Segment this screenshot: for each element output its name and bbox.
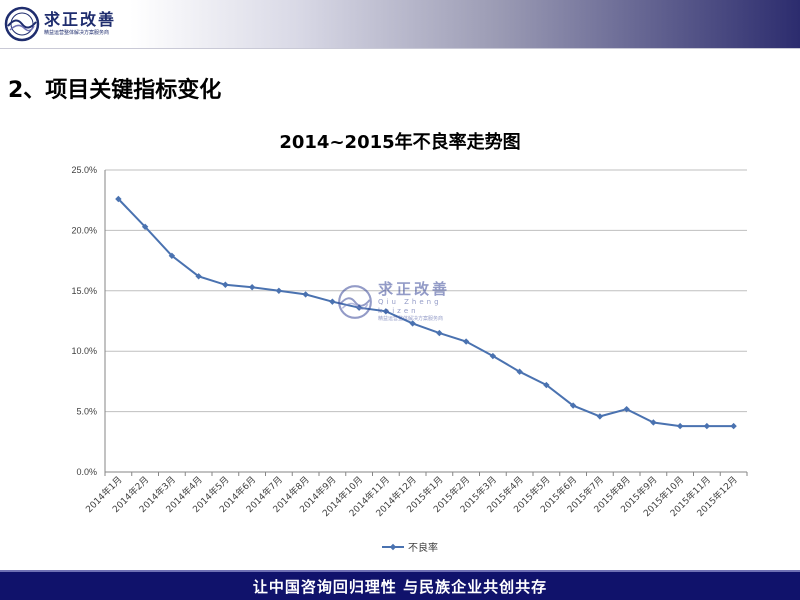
data-point <box>489 352 497 360</box>
header-gradient-band <box>130 0 800 48</box>
watermark-emblem-icon <box>338 285 372 319</box>
data-point <box>302 291 309 298</box>
data-point <box>650 419 657 426</box>
y-tick-label: 15.0% <box>71 286 97 296</box>
watermark-tagline: 精益运营整体解决方案服务商 <box>378 316 444 322</box>
y-tick-label: 25.0% <box>71 165 97 175</box>
header: 求正改善 精益运营整体解决方案服务商 <box>0 0 800 48</box>
data-point <box>623 405 630 413</box>
data-point <box>516 368 523 375</box>
data-point <box>569 402 577 409</box>
header-divider <box>0 48 800 49</box>
data-point <box>543 381 550 389</box>
logo-tagline: 精益运营整体解决方案服务商 <box>44 30 110 36</box>
data-point <box>248 283 256 291</box>
data-point <box>195 273 202 280</box>
data-point <box>409 320 416 327</box>
legend-marker <box>389 543 397 551</box>
page-title: 2、项目关键指标变化 <box>8 78 222 103</box>
logo-name: 求正改善 <box>44 10 117 29</box>
legend-label: 不良率 <box>408 541 438 554</box>
line-chart: 0.0%5.0%10.0%15.0%20.0%25.0%2014年1月2014年… <box>71 165 748 554</box>
data-point <box>222 281 229 288</box>
y-tick-label: 0.0% <box>76 467 97 477</box>
data-point <box>141 223 149 230</box>
data-point <box>436 329 443 337</box>
logo: 求正改善 精益运营整体解决方案服务商 <box>4 4 136 44</box>
footer-slogan: 让中国咨询回归理性 与民族企业共创共存 <box>252 577 548 596</box>
watermark-name: 求正改善 <box>378 280 451 298</box>
data-point <box>168 252 176 259</box>
data-point <box>115 195 122 203</box>
y-tick-label: 20.0% <box>71 225 97 235</box>
data-point <box>703 422 711 430</box>
watermark-en: Qiu Zheng kaizen <box>378 298 442 315</box>
footer-bar: 让中国咨询回归理性 与民族企业共创共存 <box>0 570 800 600</box>
chart-title: 2014~2015年不良率走势图 <box>279 132 521 153</box>
series-line <box>117 198 734 428</box>
data-point <box>275 287 283 294</box>
data-point <box>676 422 684 430</box>
data-point <box>462 338 470 345</box>
y-tick-label: 10.0% <box>71 346 97 356</box>
data-point <box>329 298 336 305</box>
data-point <box>730 422 737 430</box>
logo-emblem-icon <box>4 6 40 42</box>
y-tick-label: 5.0% <box>76 407 97 417</box>
data-point <box>596 413 604 420</box>
watermark: 求正改善 Qiu Zheng kaizen 精益运营整体解决方案服务商 <box>336 280 466 322</box>
data-point <box>382 308 390 315</box>
